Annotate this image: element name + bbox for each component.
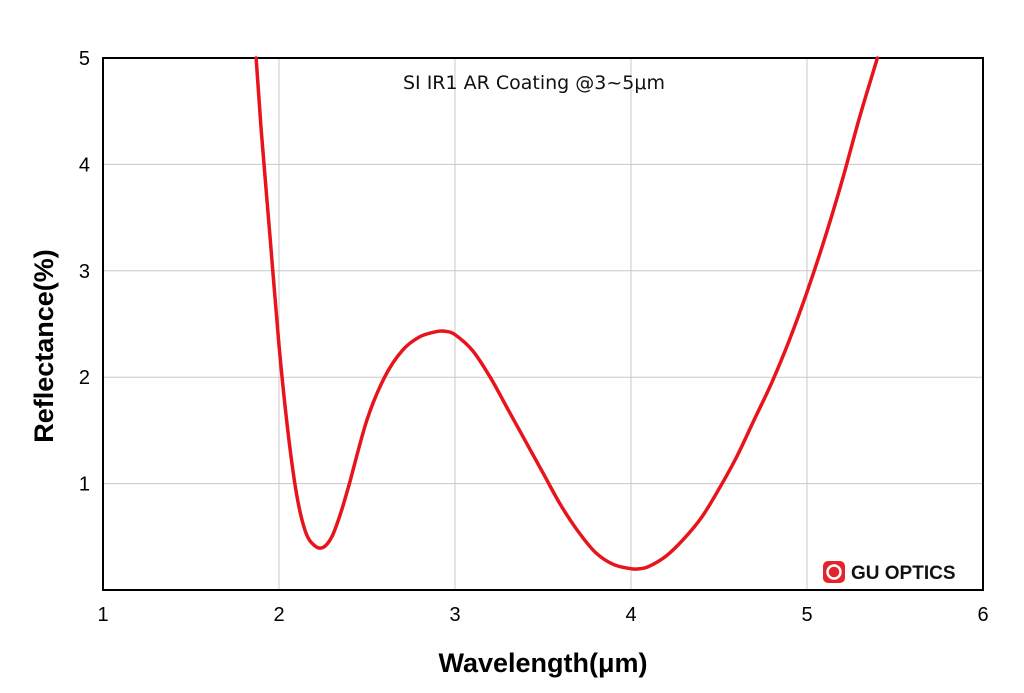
x-tick-label: 4 — [625, 604, 636, 626]
x-tick-label: 6 — [977, 604, 988, 626]
y-axis-ticks: 1 2 3 4 5 — [79, 48, 90, 496]
plot-frame — [102, 57, 984, 591]
x-tick-label: 1 — [97, 604, 108, 626]
chart-title: SI IR1 AR Coating @3~5μm — [403, 72, 665, 94]
y-tick-label: 4 — [79, 154, 90, 176]
y-tick-label: 3 — [79, 261, 90, 283]
y-axis-title: Reflectance(%) — [29, 249, 59, 443]
plot-background — [103, 58, 983, 590]
logo-ring-icon — [826, 564, 842, 580]
x-tick-label: 2 — [273, 604, 284, 626]
y-tick-label: 2 — [79, 367, 90, 389]
y-tick-label: 5 — [79, 48, 90, 70]
y-tick-label: 1 — [79, 474, 90, 496]
gu-optics-logo: GU OPTICS — [823, 561, 956, 584]
x-tick-label: 3 — [449, 604, 460, 626]
logo-badge-icon — [823, 561, 845, 583]
x-tick-label: 5 — [801, 604, 812, 626]
x-axis-title: Wavelength(μm) — [438, 648, 647, 678]
x-axis-ticks: 1 2 3 4 5 6 — [97, 604, 988, 626]
reflectance-curve — [254, 56, 880, 571]
logo-text: GU OPTICS — [851, 563, 956, 584]
grid — [103, 58, 983, 590]
